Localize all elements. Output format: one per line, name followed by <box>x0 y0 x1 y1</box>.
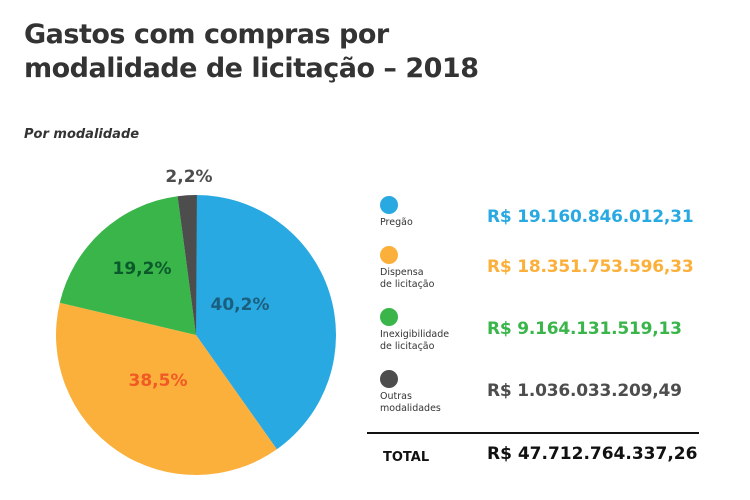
legend-swatch <box>380 370 398 388</box>
pie-slice <box>177 195 197 335</box>
slice-value: R$ 1.036.033.209,49 <box>487 381 682 401</box>
legend-item: Dispensa de licitação <box>380 246 434 291</box>
legend-label: Inexigibilidade de licitação <box>380 329 450 352</box>
legend-item: Outras modalidades <box>380 370 441 415</box>
chart-subtitle: Por modalidade <box>24 127 140 142</box>
legend-swatch <box>380 196 398 214</box>
slice-percent-label: 2,2% <box>165 167 212 187</box>
legend-label: Outras modalidades <box>380 391 441 414</box>
slice-value: R$ 18.351.753.596,33 <box>487 257 694 277</box>
legend-swatch <box>380 308 398 326</box>
chart-title: Gastos com compras por modalidade de lic… <box>24 19 479 84</box>
total-label: TOTAL <box>383 450 430 465</box>
legend-swatch <box>380 246 398 264</box>
legend-item: Pregão <box>380 196 413 229</box>
pie-slice <box>59 196 197 335</box>
slice-percent-label: 38,5% <box>129 371 188 391</box>
total-value: R$ 47.712.764.337,26 <box>487 444 698 464</box>
slice-value: R$ 19.160.846.012,31 <box>487 207 694 227</box>
pie-slice <box>196 195 336 450</box>
pie-slice <box>55 302 277 476</box>
legend-label: Pregão <box>380 217 413 228</box>
slice-value: R$ 9.164.131.519,13 <box>487 319 682 339</box>
slice-percent-label: 19,2% <box>113 259 172 279</box>
total-divider <box>367 432 699 434</box>
slice-percent-label: 40,2% <box>211 295 270 315</box>
legend-label: Dispensa de licitação <box>380 267 435 290</box>
legend-item: Inexigibilidade de licitação <box>380 308 449 353</box>
